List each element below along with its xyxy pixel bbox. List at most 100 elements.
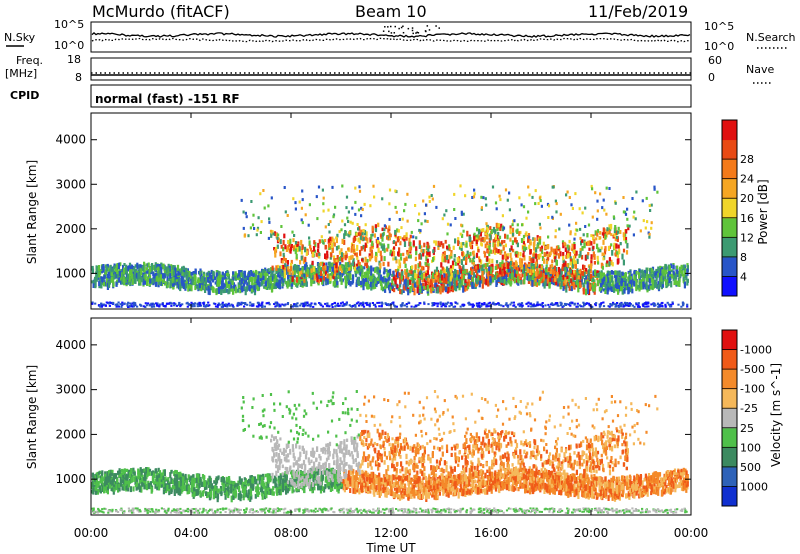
heatmap-cell bbox=[370, 244, 373, 249]
heatmap-cell bbox=[646, 220, 649, 224]
heatmap-cell bbox=[581, 255, 584, 260]
heatmap-cell bbox=[631, 304, 634, 307]
heatmap-cell bbox=[541, 305, 544, 307]
heatmap-cell bbox=[599, 274, 602, 280]
heatmap-cell bbox=[622, 248, 626, 253]
heatmap-cell bbox=[511, 240, 514, 245]
heatmap-cell bbox=[169, 269, 172, 275]
heatmap-cell bbox=[339, 261, 342, 267]
heatmap-cell bbox=[380, 243, 383, 249]
heatmap-cell bbox=[559, 251, 562, 257]
heatmap-cell bbox=[184, 279, 187, 284]
heatmap-cell bbox=[548, 305, 551, 308]
heatmap-cell bbox=[378, 305, 381, 308]
heatmap-cell bbox=[398, 262, 402, 269]
heatmap-cell bbox=[617, 285, 621, 292]
heatmap-cell bbox=[164, 305, 167, 308]
heatmap-cell bbox=[416, 286, 419, 294]
heatmap-cell bbox=[661, 284, 664, 288]
heatmap-cell bbox=[358, 262, 361, 266]
heatmap-cell bbox=[259, 278, 262, 282]
heatmap-cell bbox=[224, 287, 227, 293]
heatmap-cell bbox=[320, 274, 323, 279]
heatmap-cell bbox=[245, 286, 248, 292]
heatmap-cell bbox=[570, 203, 573, 207]
heatmap-cell bbox=[358, 267, 361, 273]
heatmap-cell bbox=[571, 247, 574, 251]
heatmap-cell bbox=[176, 264, 180, 271]
heatmap-cell bbox=[301, 221, 304, 225]
heatmap-cell bbox=[276, 302, 279, 305]
heatmap-cell bbox=[624, 240, 628, 244]
heatmap-cell bbox=[114, 267, 117, 272]
noise-outlier-point bbox=[426, 25, 429, 27]
heatmap-cell bbox=[210, 284, 213, 291]
heatmap-cell bbox=[585, 242, 589, 246]
heatmap-cell bbox=[278, 279, 281, 285]
heatmap-cell bbox=[298, 276, 301, 280]
noise-outlier-point bbox=[394, 25, 397, 28]
heatmap-cell bbox=[491, 258, 494, 264]
heatmap-cell bbox=[368, 305, 371, 308]
colorbar-swatch bbox=[722, 178, 737, 199]
heatmap-cell bbox=[427, 248, 430, 252]
heatmap-cell bbox=[296, 280, 299, 286]
heatmap-cell bbox=[660, 302, 663, 305]
heatmap-cell bbox=[415, 246, 418, 251]
heatmap-cell bbox=[91, 265, 94, 271]
heatmap-cell bbox=[372, 273, 375, 278]
heatmap-cell bbox=[319, 261, 322, 266]
heatmap-cell bbox=[214, 305, 218, 308]
heatmap-cell bbox=[420, 222, 423, 226]
heatmap-cell bbox=[334, 205, 337, 209]
heatmap-cell bbox=[454, 301, 457, 304]
heatmap-cell bbox=[517, 276, 520, 284]
heatmap-cell bbox=[311, 260, 314, 266]
heatmap-cell bbox=[292, 238, 295, 243]
heatmap-cell bbox=[272, 232, 275, 236]
heatmap-cell bbox=[449, 268, 453, 273]
heatmap-cell bbox=[374, 277, 377, 284]
colorbar-tick-label: 12 bbox=[740, 231, 754, 244]
heatmap-cell bbox=[556, 302, 559, 304]
heatmap-cell bbox=[296, 244, 299, 248]
heatmap-cell bbox=[413, 283, 416, 288]
heatmap-cell bbox=[552, 489, 555, 495]
heatmap-cell bbox=[273, 247, 276, 251]
heatmap-cell bbox=[499, 198, 502, 202]
heatmap-cell bbox=[244, 289, 247, 296]
heatmap-cell bbox=[558, 283, 561, 287]
heatmap-cell bbox=[228, 476, 231, 480]
heatmap-cell bbox=[614, 281, 617, 286]
heatmap-cell bbox=[388, 275, 391, 280]
heatmap-cell bbox=[611, 281, 614, 287]
heatmap-cell bbox=[448, 276, 451, 281]
heatmap-cell bbox=[526, 264, 529, 269]
heatmap-cell bbox=[647, 274, 650, 280]
heatmap-cell bbox=[385, 268, 388, 273]
heatmap-cell bbox=[158, 272, 161, 278]
heatmap-cell bbox=[357, 469, 360, 476]
heatmap-cell bbox=[445, 209, 448, 213]
heatmap-cell bbox=[99, 276, 102, 280]
heatmap-cell bbox=[282, 282, 285, 287]
heatmap-cell bbox=[566, 263, 569, 267]
heatmap-cell bbox=[601, 265, 604, 270]
heatmap-cell bbox=[446, 266, 449, 273]
heatmap-cell bbox=[146, 279, 149, 286]
heatmap-cell bbox=[332, 274, 335, 280]
heatmap-cell bbox=[568, 239, 571, 244]
heatmap-cell bbox=[172, 270, 175, 276]
heatmap-cell bbox=[392, 257, 395, 261]
heatmap-cell bbox=[105, 266, 108, 272]
heatmap-cell bbox=[590, 184, 593, 188]
heatmap-cell bbox=[596, 279, 599, 287]
heatmap-cell bbox=[507, 277, 510, 284]
heatmap-cell bbox=[401, 217, 404, 221]
heatmap-cell bbox=[582, 305, 585, 308]
heatmap-cell bbox=[574, 253, 577, 259]
heatmap-cell bbox=[256, 285, 259, 292]
heatmap-cell bbox=[596, 243, 599, 250]
noise-right-tick-top: 10^5 bbox=[704, 20, 734, 33]
heatmap-cell bbox=[421, 249, 424, 253]
